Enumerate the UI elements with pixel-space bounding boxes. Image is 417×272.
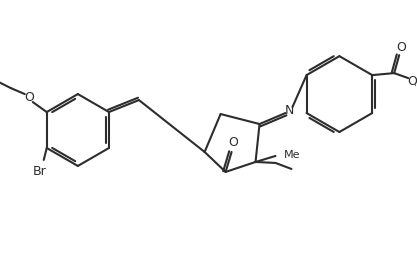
Text: Br: Br [33, 165, 47, 178]
Text: Me: Me [284, 150, 300, 160]
Text: O: O [396, 41, 406, 54]
Text: N: N [285, 104, 294, 116]
Text: O: O [229, 137, 239, 150]
Text: O: O [24, 91, 34, 104]
Text: O: O [407, 75, 417, 88]
